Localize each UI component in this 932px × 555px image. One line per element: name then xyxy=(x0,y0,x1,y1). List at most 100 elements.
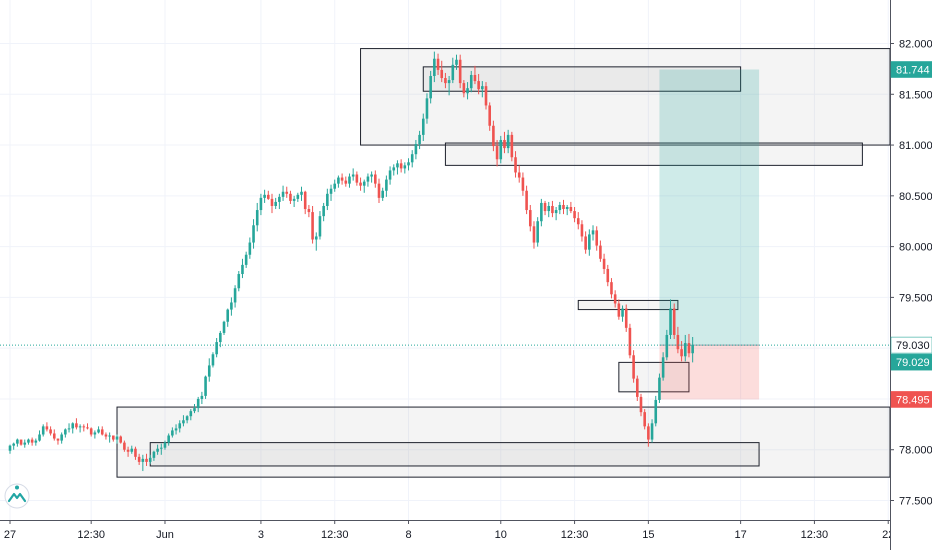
candle-body xyxy=(41,426,45,435)
y-tick-label: 80.500 xyxy=(899,191,932,203)
long-position-tool[interactable] xyxy=(659,69,760,400)
candle-body xyxy=(8,445,12,451)
zones[interactable] xyxy=(116,48,891,478)
tradingview-logo-icon[interactable] xyxy=(4,483,30,509)
candle-body xyxy=(495,146,499,160)
candle-body xyxy=(200,395,204,399)
candle-body xyxy=(348,176,351,184)
candle-body xyxy=(525,190,528,211)
candle-body xyxy=(123,442,126,450)
candle-body xyxy=(683,343,687,357)
candle-body xyxy=(119,436,122,443)
candle-body xyxy=(196,398,200,409)
price-label: 79.029 xyxy=(890,353,932,371)
candle-body xyxy=(517,172,521,178)
candle-body xyxy=(211,354,215,366)
candle-body xyxy=(244,254,248,265)
candle-body xyxy=(75,423,78,428)
candle-body xyxy=(385,179,388,191)
candle-body xyxy=(130,448,134,452)
candle-body xyxy=(665,334,669,358)
candle-body xyxy=(100,429,104,435)
candle-body xyxy=(510,134,514,158)
candle-body xyxy=(444,78,447,84)
candle-body xyxy=(222,321,226,333)
candle-body xyxy=(137,456,141,462)
candle-body xyxy=(67,428,71,430)
x-axis[interactable]: 27 12:30 Jun 3 12:30 8 10 12:30 15 17 12:30 22 xyxy=(0,520,932,550)
candle-body xyxy=(300,191,303,195)
candle-body xyxy=(440,69,444,79)
candle-body xyxy=(521,177,525,191)
zone-rectangle[interactable] xyxy=(360,48,891,146)
candle-body xyxy=(270,198,274,206)
candle-body xyxy=(171,430,174,436)
candles xyxy=(8,51,694,472)
zone-rectangle[interactable] xyxy=(149,442,760,467)
candle-body xyxy=(30,439,34,443)
candle-body xyxy=(672,308,676,335)
candle-body xyxy=(71,423,75,429)
price-label-box xyxy=(890,336,932,354)
price-label-text: 81.744 xyxy=(896,64,930,76)
candle-body xyxy=(337,177,340,184)
candle-body xyxy=(455,59,458,65)
zone-rectangle[interactable] xyxy=(577,299,679,311)
candle-body xyxy=(388,170,392,180)
y-axis-background[interactable] xyxy=(890,0,932,550)
candle-body xyxy=(351,174,355,177)
candle-body xyxy=(104,434,108,437)
candle-body xyxy=(403,165,407,169)
candle-body xyxy=(19,439,23,445)
zone-rectangle[interactable] xyxy=(618,361,690,393)
price-label-box xyxy=(890,61,932,78)
candle-body xyxy=(267,194,270,199)
candle-body xyxy=(484,86,488,106)
candle-body xyxy=(621,308,624,317)
x-tick-label: 27 xyxy=(4,529,16,541)
candle-body xyxy=(421,118,425,135)
candle-body xyxy=(492,125,495,147)
candle-body xyxy=(481,86,484,90)
candle-body xyxy=(23,442,27,445)
zone-rectangle[interactable] xyxy=(116,406,891,478)
candle-body xyxy=(215,342,218,355)
candle-body xyxy=(34,440,38,443)
position-target-area[interactable] xyxy=(659,69,760,346)
candle-body xyxy=(680,349,683,357)
candle-body xyxy=(219,332,222,343)
candle-body xyxy=(488,105,491,126)
candle-body xyxy=(86,427,89,429)
zone-rectangle[interactable] xyxy=(444,142,863,166)
candle-body xyxy=(377,183,381,198)
candle-body xyxy=(562,204,565,210)
x-tick-label: 3 xyxy=(258,529,264,541)
candle-body xyxy=(451,64,455,81)
candle-body xyxy=(311,212,314,240)
candle-body xyxy=(152,451,156,458)
candle-body xyxy=(289,193,292,201)
candle-body xyxy=(174,428,178,431)
candle-body xyxy=(255,210,259,226)
candle-body xyxy=(281,191,285,197)
x-axis-background[interactable] xyxy=(0,520,890,550)
y-tick-label: 77.500 xyxy=(899,496,932,508)
candle-body xyxy=(473,74,477,82)
candle-body xyxy=(447,80,451,84)
y-tick-label: 78.000 xyxy=(899,445,932,457)
candle-body xyxy=(687,343,691,354)
position-stop-area[interactable] xyxy=(659,345,760,400)
candle-body xyxy=(399,163,403,169)
candle-body xyxy=(340,177,344,181)
y-axis[interactable]: 82.000 81.500 81.000 80.500 80.000 79.500 79.0… xyxy=(890,0,932,550)
price-label: 81.744 xyxy=(890,61,932,78)
candle-body xyxy=(632,355,635,379)
candle-body xyxy=(303,191,307,210)
candle-body xyxy=(159,447,163,449)
price-label-text: 79.030 xyxy=(896,340,930,352)
candle-body xyxy=(344,180,348,184)
candle-body xyxy=(418,134,421,145)
candle-body xyxy=(89,428,93,435)
